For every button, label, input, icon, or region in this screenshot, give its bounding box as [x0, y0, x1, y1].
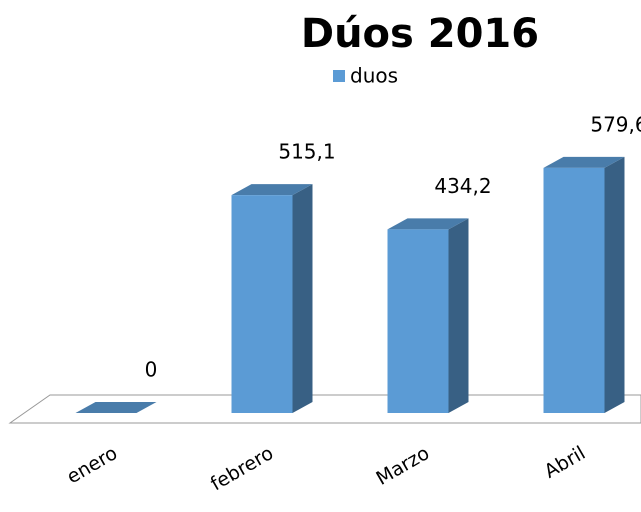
bar-top	[231, 184, 313, 196]
bar-front	[231, 195, 293, 413]
bar-front	[543, 167, 605, 413]
x-tick-label: Marzo	[372, 442, 433, 490]
bar-front	[387, 229, 449, 413]
data-label: 0	[145, 358, 158, 382]
bar-side	[292, 184, 313, 413]
floor	[8, 394, 641, 424]
bar	[231, 184, 313, 413]
data-label: 579,6	[590, 112, 641, 136]
x-tick-label: enero	[63, 442, 121, 488]
bar-top	[543, 156, 625, 168]
data-label: 434,2	[434, 174, 491, 198]
chart-title: Dúos 2016	[301, 11, 539, 57]
legend-label: duos	[350, 64, 398, 88]
bar	[75, 402, 157, 413]
bar-top	[75, 402, 157, 413]
x-tick-label: Abril	[541, 442, 590, 483]
bar	[387, 218, 469, 413]
bar-top	[387, 218, 469, 230]
legend-swatch	[333, 70, 345, 82]
bar-side	[448, 218, 469, 413]
bar-side	[604, 156, 625, 413]
bar	[543, 156, 625, 413]
data-label: 515,1	[278, 140, 335, 164]
x-tick-label: febrero	[207, 442, 277, 495]
